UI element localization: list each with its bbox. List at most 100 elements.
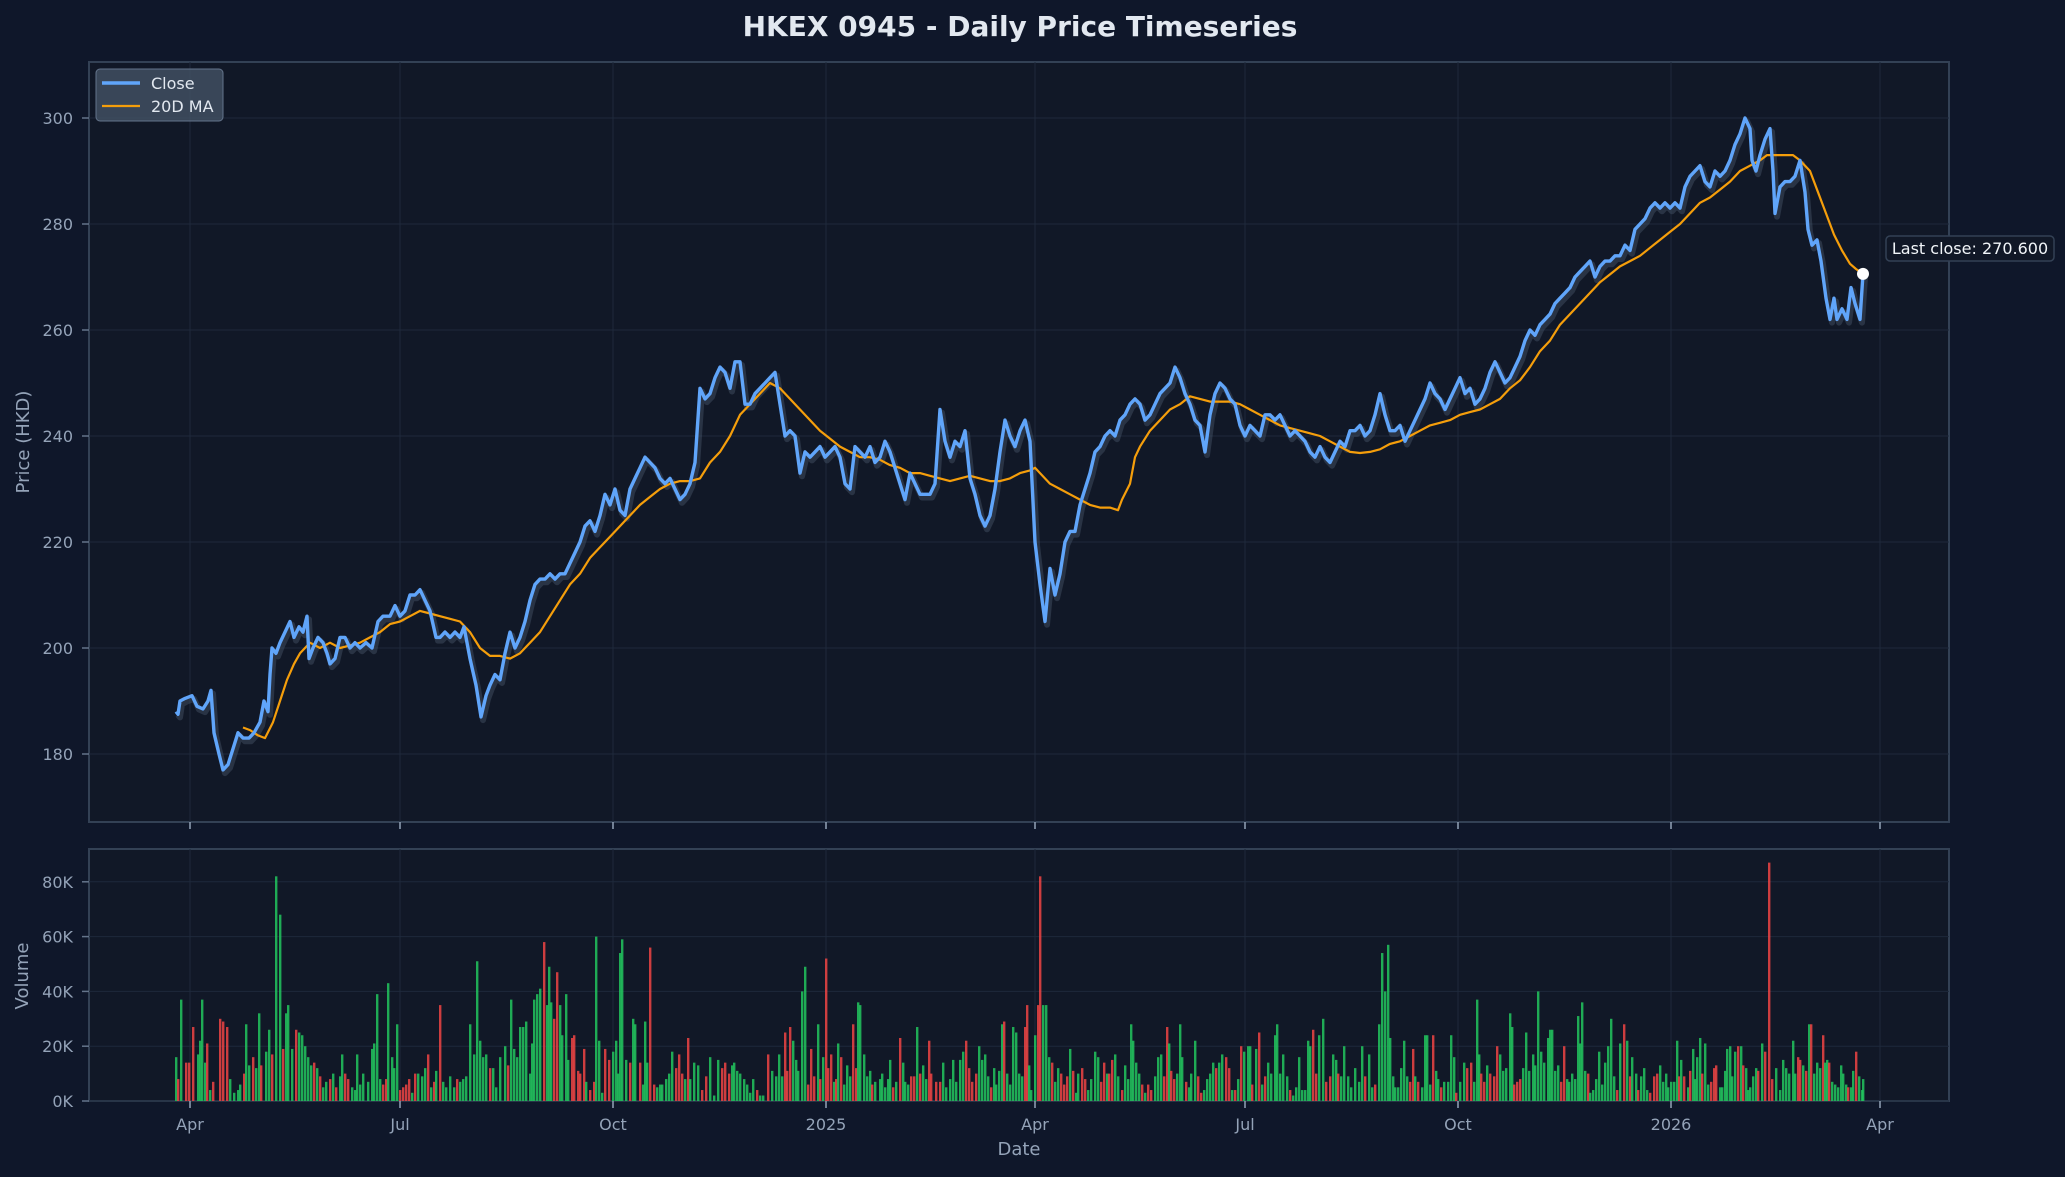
volume-bar	[930, 1073, 933, 1101]
volume-bar	[817, 1024, 820, 1101]
volume-bar	[536, 994, 539, 1101]
x-tick-label: Jul	[389, 1115, 409, 1134]
volume-bar	[1601, 1084, 1604, 1101]
volume-bar	[1595, 1079, 1598, 1101]
volume-bar	[786, 1070, 789, 1101]
volume-bar	[619, 953, 622, 1101]
volume-bar	[784, 1032, 787, 1101]
volume-bar	[1771, 1079, 1774, 1101]
volume-bar	[1764, 1051, 1767, 1101]
volume-bar	[1309, 1046, 1312, 1101]
volume-bar	[453, 1087, 456, 1101]
volume-bar	[1478, 1054, 1481, 1101]
volume-bar	[1135, 1062, 1138, 1101]
volume-bar	[1301, 1090, 1304, 1101]
volume-bar	[1166, 1027, 1169, 1101]
volume-bar	[1121, 1090, 1124, 1101]
volume-bar	[1084, 1079, 1087, 1101]
volume-bar	[222, 1021, 225, 1101]
volume-bar	[1845, 1084, 1848, 1101]
volume-bar	[1568, 1081, 1571, 1101]
volume-bar	[617, 1073, 620, 1101]
volume-bar	[1775, 1068, 1778, 1101]
volume-bar	[531, 1043, 534, 1101]
volume-bar	[1447, 1081, 1450, 1101]
volume-bar	[684, 1079, 687, 1101]
volume-bar	[1589, 1092, 1592, 1101]
volume-bar	[206, 1043, 209, 1101]
volume-bar	[1127, 1079, 1130, 1101]
volume-bar	[1063, 1084, 1066, 1101]
volume-bar	[442, 1081, 445, 1101]
volume-bar	[1203, 1090, 1206, 1101]
volume-bar	[678, 1054, 681, 1101]
volume-bar	[1304, 1090, 1307, 1101]
volume-bar	[351, 1087, 354, 1101]
volume-bar	[1579, 1043, 1582, 1101]
volume-bar	[1831, 1081, 1834, 1101]
volume-bar	[846, 1065, 849, 1101]
volume-bar	[1782, 1059, 1785, 1101]
volume-bar	[539, 988, 542, 1101]
volume-bar	[1659, 1065, 1662, 1101]
volume-bar	[1696, 1057, 1699, 1101]
volume-bar	[543, 942, 546, 1101]
volume-bar	[767, 1054, 770, 1101]
volume-bar	[1631, 1057, 1634, 1101]
volume-bar	[1619, 1043, 1622, 1101]
volume-bar	[1466, 1068, 1469, 1101]
volume-bar	[1810, 1024, 1813, 1101]
volume-bar	[1081, 1068, 1084, 1101]
volume-bar	[347, 1079, 350, 1101]
volume-bar	[553, 1018, 556, 1101]
volume-bar	[492, 1068, 495, 1101]
volume-bar	[1662, 1081, 1665, 1101]
volume-bar	[1234, 1090, 1237, 1101]
volume-tick-label: 80K	[42, 873, 73, 892]
volume-bar	[1414, 1076, 1417, 1101]
volume-bar	[852, 1024, 855, 1101]
volume-bar	[1592, 1090, 1595, 1101]
volume-bar	[507, 1065, 510, 1101]
volume-bar	[585, 1081, 588, 1101]
volume-bar	[1676, 1040, 1679, 1101]
volume-bar	[762, 1095, 765, 1101]
price-tick-label: 300	[42, 109, 73, 128]
volume-bar	[822, 1057, 825, 1101]
volume-bar	[1400, 1068, 1403, 1101]
volume-bar	[1643, 1068, 1646, 1101]
volume-bar	[625, 1059, 628, 1101]
volume-bar	[681, 1073, 684, 1101]
volume-bar	[632, 1018, 635, 1101]
volume-bar	[1604, 1062, 1607, 1101]
volume-bar	[396, 1024, 399, 1101]
volume-bar	[449, 1076, 452, 1101]
volume-bar	[1045, 1005, 1048, 1101]
volume-bar	[1537, 991, 1540, 1101]
volume-bar	[1417, 1081, 1420, 1101]
volume-bar	[995, 1084, 998, 1101]
volume-bar	[1108, 1073, 1111, 1101]
volume-bar	[319, 1076, 322, 1101]
volume-bar	[1824, 1062, 1827, 1101]
volume-bar	[402, 1087, 405, 1101]
x-axis-label: Date	[997, 1139, 1040, 1160]
volume-bar	[601, 1092, 604, 1101]
volume-bar	[298, 1032, 301, 1101]
volume-bar	[1267, 1062, 1270, 1101]
volume-bar	[1740, 1046, 1743, 1101]
volume-bar	[445, 1087, 448, 1101]
volume-bar	[571, 1037, 574, 1101]
volume-bar	[1509, 1013, 1512, 1101]
volume-bar	[1228, 1068, 1231, 1101]
volume-bar	[197, 1054, 200, 1101]
volume-bar	[1755, 1068, 1758, 1101]
volume-tick-label: 20K	[42, 1037, 73, 1056]
volume-bar	[1279, 1073, 1282, 1101]
volume-bar	[258, 1013, 261, 1101]
volume-bar	[185, 1062, 188, 1101]
volume-bar	[756, 1090, 759, 1101]
volume-bar	[830, 1054, 833, 1101]
volume-bar	[291, 1048, 294, 1101]
volume-bar	[275, 876, 278, 1101]
